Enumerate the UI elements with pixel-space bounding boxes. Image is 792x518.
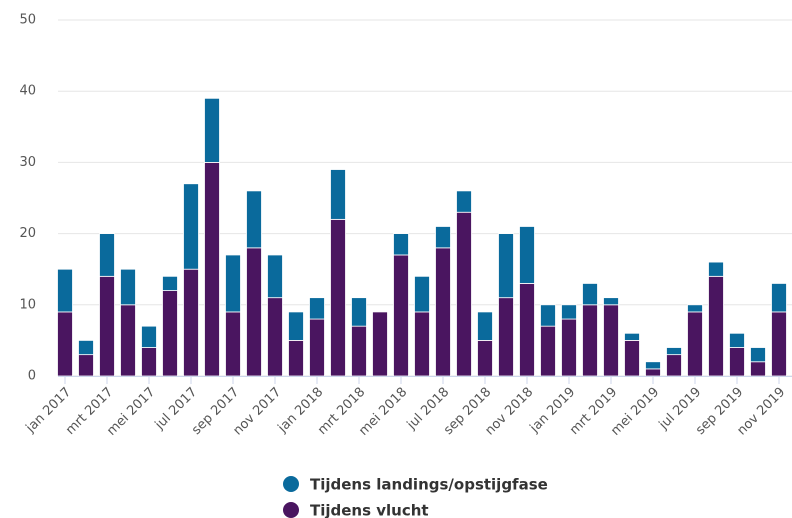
- bar-segment: [120, 268, 136, 306]
- bar-segment: [246, 247, 262, 377]
- bar-segment: [57, 311, 73, 377]
- bar-segment: [603, 304, 619, 377]
- bar-segment: [771, 311, 787, 377]
- bar-segment: [309, 297, 325, 320]
- bar-segment: [708, 275, 724, 377]
- bar-segment: [225, 254, 241, 313]
- bar-segment: [120, 304, 136, 377]
- bar-segment: [162, 275, 178, 291]
- bar-segment: [99, 275, 115, 377]
- bar-segment: [729, 347, 745, 377]
- bar-segment: [603, 297, 619, 306]
- bar-segment: [393, 254, 409, 377]
- bar-segment: [561, 304, 577, 320]
- bar-segment: [561, 318, 577, 377]
- bar-segment: [435, 247, 451, 377]
- bar-segment: [204, 97, 220, 163]
- legend-marker: [283, 476, 299, 492]
- bar-segment: [162, 290, 178, 377]
- bar-segment: [204, 161, 220, 377]
- bar-segment: [456, 211, 472, 377]
- bar-segment: [708, 261, 724, 277]
- bar-segment: [267, 254, 283, 299]
- bar-segment: [414, 311, 430, 377]
- bar-segment: [729, 332, 745, 348]
- bar-segment: [519, 283, 535, 377]
- bar-segment: [141, 325, 157, 348]
- bar-segment: [540, 325, 556, 377]
- bar-segment: [750, 347, 766, 363]
- bar-segment: [498, 297, 514, 377]
- bar-segment: [624, 339, 640, 377]
- plot-area: [57, 97, 787, 377]
- bar-segment: [267, 297, 283, 377]
- bar-segment: [687, 311, 703, 377]
- y-tick-label: 40: [19, 84, 36, 99]
- bar-segment: [57, 268, 73, 313]
- bar-segment: [687, 304, 703, 313]
- bar-segment: [288, 311, 304, 341]
- legend-marker: [283, 502, 299, 518]
- bar-segment: [393, 233, 409, 256]
- bar-segment: [645, 361, 661, 370]
- y-tick-label: 50: [19, 13, 36, 28]
- y-tick-label: 20: [19, 226, 36, 241]
- bar-segment: [309, 318, 325, 377]
- bar-segment: [582, 283, 598, 306]
- legend-label: Tijdens vlucht: [310, 502, 429, 518]
- bar-segment: [582, 304, 598, 377]
- bar-segment: [351, 297, 367, 327]
- bar-segment: [78, 339, 94, 356]
- bar-segment: [624, 332, 640, 341]
- bar-segment: [666, 347, 682, 356]
- bar-segment: [183, 268, 199, 377]
- bar-segment: [771, 283, 787, 313]
- bar-segment: [351, 325, 367, 377]
- bar-segment: [414, 275, 430, 313]
- legend-label: Tijdens landings/opstijgfase: [310, 476, 548, 494]
- bar-segment: [750, 361, 766, 377]
- bar-segment: [540, 304, 556, 327]
- bar-segment: [477, 311, 493, 341]
- bar-segment: [288, 339, 304, 377]
- bar-segment: [225, 311, 241, 377]
- bar-segment: [645, 368, 661, 377]
- bar-segment: [330, 169, 346, 220]
- bar-segment: [141, 347, 157, 377]
- bar-segment: [183, 183, 199, 270]
- y-tick-label: 30: [19, 155, 36, 170]
- y-tick-label: 0: [28, 369, 36, 384]
- bar-segment: [372, 311, 388, 377]
- bar-segment: [435, 226, 451, 249]
- bar-segment: [498, 233, 514, 299]
- bar-segment: [519, 226, 535, 284]
- bar-segment: [78, 354, 94, 377]
- bar-segment: [456, 190, 472, 213]
- bar-segment: [666, 354, 682, 377]
- y-tick-label: 10: [19, 297, 36, 312]
- bar-segment: [330, 218, 346, 377]
- bar-segment: [477, 339, 493, 377]
- bar-segment: [246, 190, 262, 249]
- bar-segment: [99, 233, 115, 277]
